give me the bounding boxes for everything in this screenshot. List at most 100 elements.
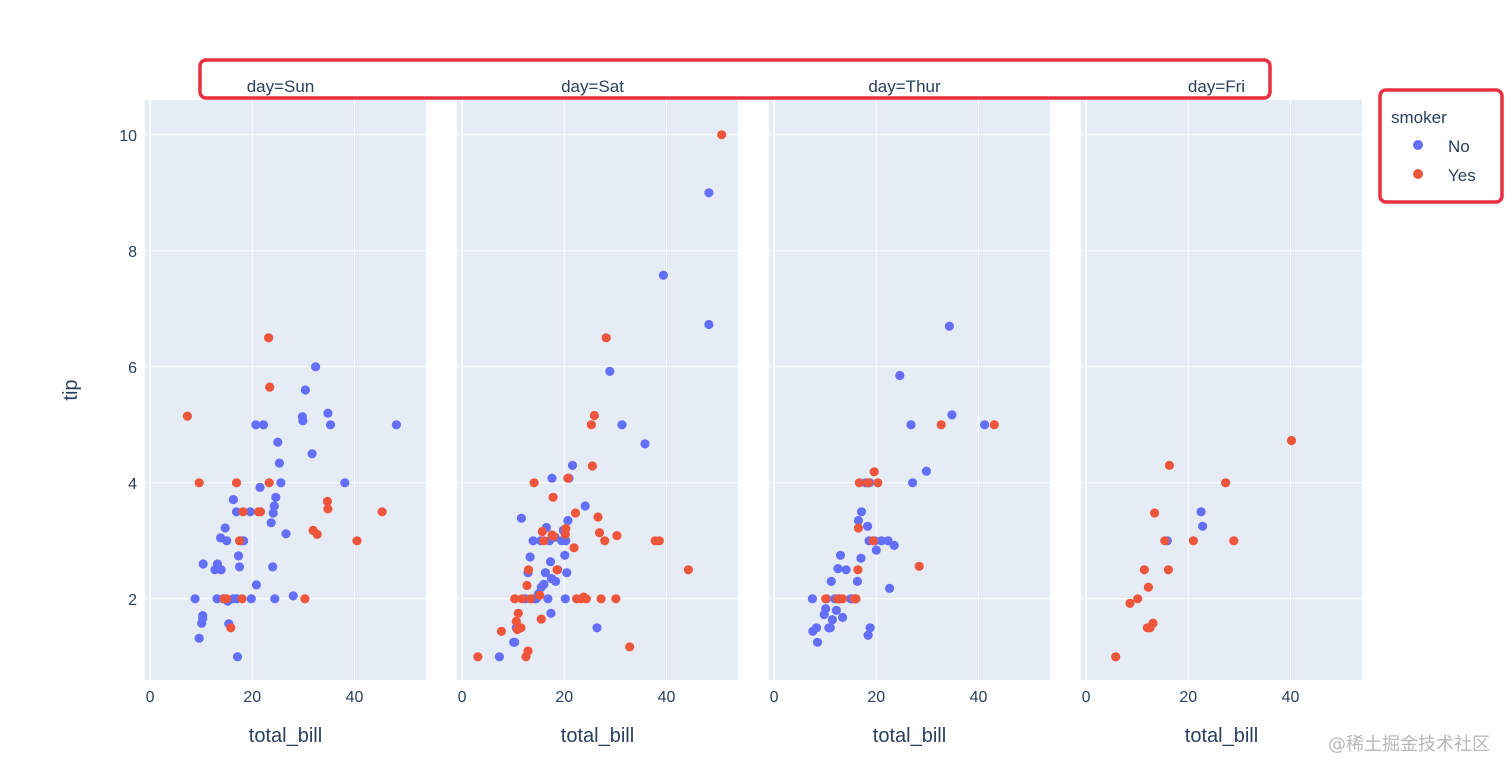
point-smoker-no[interactable] (853, 515, 864, 526)
point-smoker-yes[interactable] (237, 594, 247, 604)
point-smoker-yes[interactable] (589, 410, 600, 421)
point-smoker-yes[interactable] (1139, 565, 1149, 575)
point-smoker-yes[interactable] (601, 333, 611, 343)
point-smoker-yes[interactable] (717, 130, 727, 140)
point-smoker-yes[interactable] (596, 594, 606, 604)
point-smoker-no[interactable] (811, 623, 822, 633)
point-smoker-yes[interactable] (600, 536, 610, 546)
point-smoker-yes[interactable] (654, 536, 664, 546)
point-smoker-no[interactable] (827, 615, 838, 625)
point-smoker-no[interactable] (841, 565, 851, 575)
point-smoker-no[interactable] (246, 594, 256, 604)
point-smoker-no[interactable] (268, 562, 278, 572)
point-smoker-yes[interactable] (552, 565, 562, 575)
point-smoker-yes[interactable] (586, 420, 597, 430)
point-smoker-no[interactable] (944, 321, 955, 331)
point-smoker-no[interactable] (704, 188, 714, 198)
point-smoker-yes[interactable] (936, 420, 946, 430)
point-smoker-no[interactable] (838, 612, 848, 623)
point-smoker-yes[interactable] (625, 642, 635, 652)
point-smoker-no[interactable] (194, 633, 204, 643)
point-smoker-no[interactable] (980, 420, 990, 430)
point-smoker-no[interactable] (640, 439, 650, 449)
point-smoker-no[interactable] (540, 568, 551, 578)
point-smoker-no[interactable] (831, 605, 842, 616)
point-smoker-yes[interactable] (593, 512, 603, 522)
point-smoker-yes[interactable] (234, 536, 245, 546)
point-smoker-no[interactable] (190, 594, 200, 604)
point-smoker-no[interactable] (307, 449, 317, 459)
point-smoker-yes[interactable] (851, 594, 861, 604)
point-smoker-no[interactable] (1196, 507, 1206, 517)
point-smoker-no[interactable] (232, 652, 243, 662)
point-smoker-yes[interactable] (873, 478, 883, 488)
point-smoker-yes[interactable] (1133, 594, 1143, 604)
point-smoker-no[interactable] (863, 521, 873, 531)
point-smoker-yes[interactable] (868, 536, 878, 546)
point-smoker-yes[interactable] (312, 529, 322, 540)
point-smoker-no[interactable] (525, 552, 535, 562)
point-smoker-yes[interactable] (570, 508, 581, 518)
point-smoker-yes[interactable] (1160, 536, 1170, 546)
point-smoker-no[interactable] (270, 594, 280, 604)
point-smoker-no[interactable] (885, 583, 895, 594)
point-smoker-no[interactable] (1198, 521, 1208, 531)
point-smoker-no[interactable] (281, 529, 291, 539)
point-smoker-yes[interactable] (581, 594, 591, 604)
point-smoker-yes[interactable] (264, 478, 274, 488)
point-smoker-no[interactable] (231, 507, 242, 517)
legend-label-no[interactable]: No (1448, 137, 1470, 156)
point-smoker-no[interactable] (865, 623, 875, 633)
point-smoker-yes[interactable] (526, 594, 536, 604)
point-smoker-yes[interactable] (1163, 565, 1173, 575)
point-smoker-yes[interactable] (569, 543, 579, 553)
point-smoker-no[interactable] (274, 458, 284, 468)
point-smoker-yes[interactable] (496, 626, 506, 636)
point-smoker-no[interactable] (863, 630, 873, 640)
point-smoker-yes[interactable] (1143, 582, 1153, 592)
point-smoker-no[interactable] (228, 495, 238, 505)
point-smoker-yes[interactable] (539, 536, 549, 546)
point-smoker-yes[interactable] (863, 478, 873, 488)
point-smoker-yes[interactable] (989, 420, 999, 430)
point-smoker-yes[interactable] (853, 523, 864, 533)
point-smoker-yes[interactable] (854, 478, 865, 488)
point-smoker-yes[interactable] (1125, 598, 1135, 609)
point-smoker-yes[interactable] (611, 594, 621, 604)
point-smoker-no[interactable] (889, 540, 899, 551)
point-smoker-no[interactable] (856, 553, 866, 563)
point-smoker-yes[interactable] (510, 594, 520, 604)
point-smoker-no[interactable] (266, 518, 276, 528)
point-smoker-no[interactable] (258, 420, 269, 430)
point-smoker-no[interactable] (220, 523, 230, 533)
point-smoker-no[interactable] (605, 366, 615, 376)
point-smoker-yes[interactable] (322, 496, 332, 506)
point-smoker-no[interactable] (245, 507, 255, 517)
point-smoker-yes[interactable] (1188, 536, 1198, 546)
point-smoker-no[interactable] (908, 478, 918, 488)
point-smoker-yes[interactable] (1150, 508, 1160, 518)
point-smoker-no[interactable] (276, 478, 286, 488)
point-smoker-no[interactable] (311, 362, 321, 372)
point-smoker-no[interactable] (580, 501, 590, 511)
point-smoker-yes[interactable] (300, 594, 310, 604)
point-smoker-no[interactable] (268, 508, 278, 518)
point-smoker-yes[interactable] (1111, 652, 1121, 662)
point-smoker-yes[interactable] (523, 646, 533, 656)
point-smoker-no[interactable] (876, 536, 887, 546)
point-smoker-yes[interactable] (563, 473, 573, 483)
point-smoker-no[interactable] (391, 420, 401, 430)
point-smoker-no[interactable] (821, 604, 831, 614)
point-smoker-no[interactable] (539, 579, 549, 589)
point-smoker-yes[interactable] (548, 492, 558, 502)
point-smoker-yes[interactable] (523, 565, 534, 575)
point-smoker-yes[interactable] (821, 594, 831, 604)
point-smoker-yes[interactable] (516, 623, 526, 633)
point-smoker-yes[interactable] (511, 616, 521, 627)
point-smoker-no[interactable] (255, 482, 265, 492)
point-smoker-yes[interactable] (914, 561, 924, 571)
point-smoker-no[interactable] (251, 420, 261, 430)
point-smoker-yes[interactable] (1286, 435, 1297, 446)
point-smoker-no[interactable] (325, 420, 336, 430)
point-smoker-no[interactable] (543, 594, 553, 604)
